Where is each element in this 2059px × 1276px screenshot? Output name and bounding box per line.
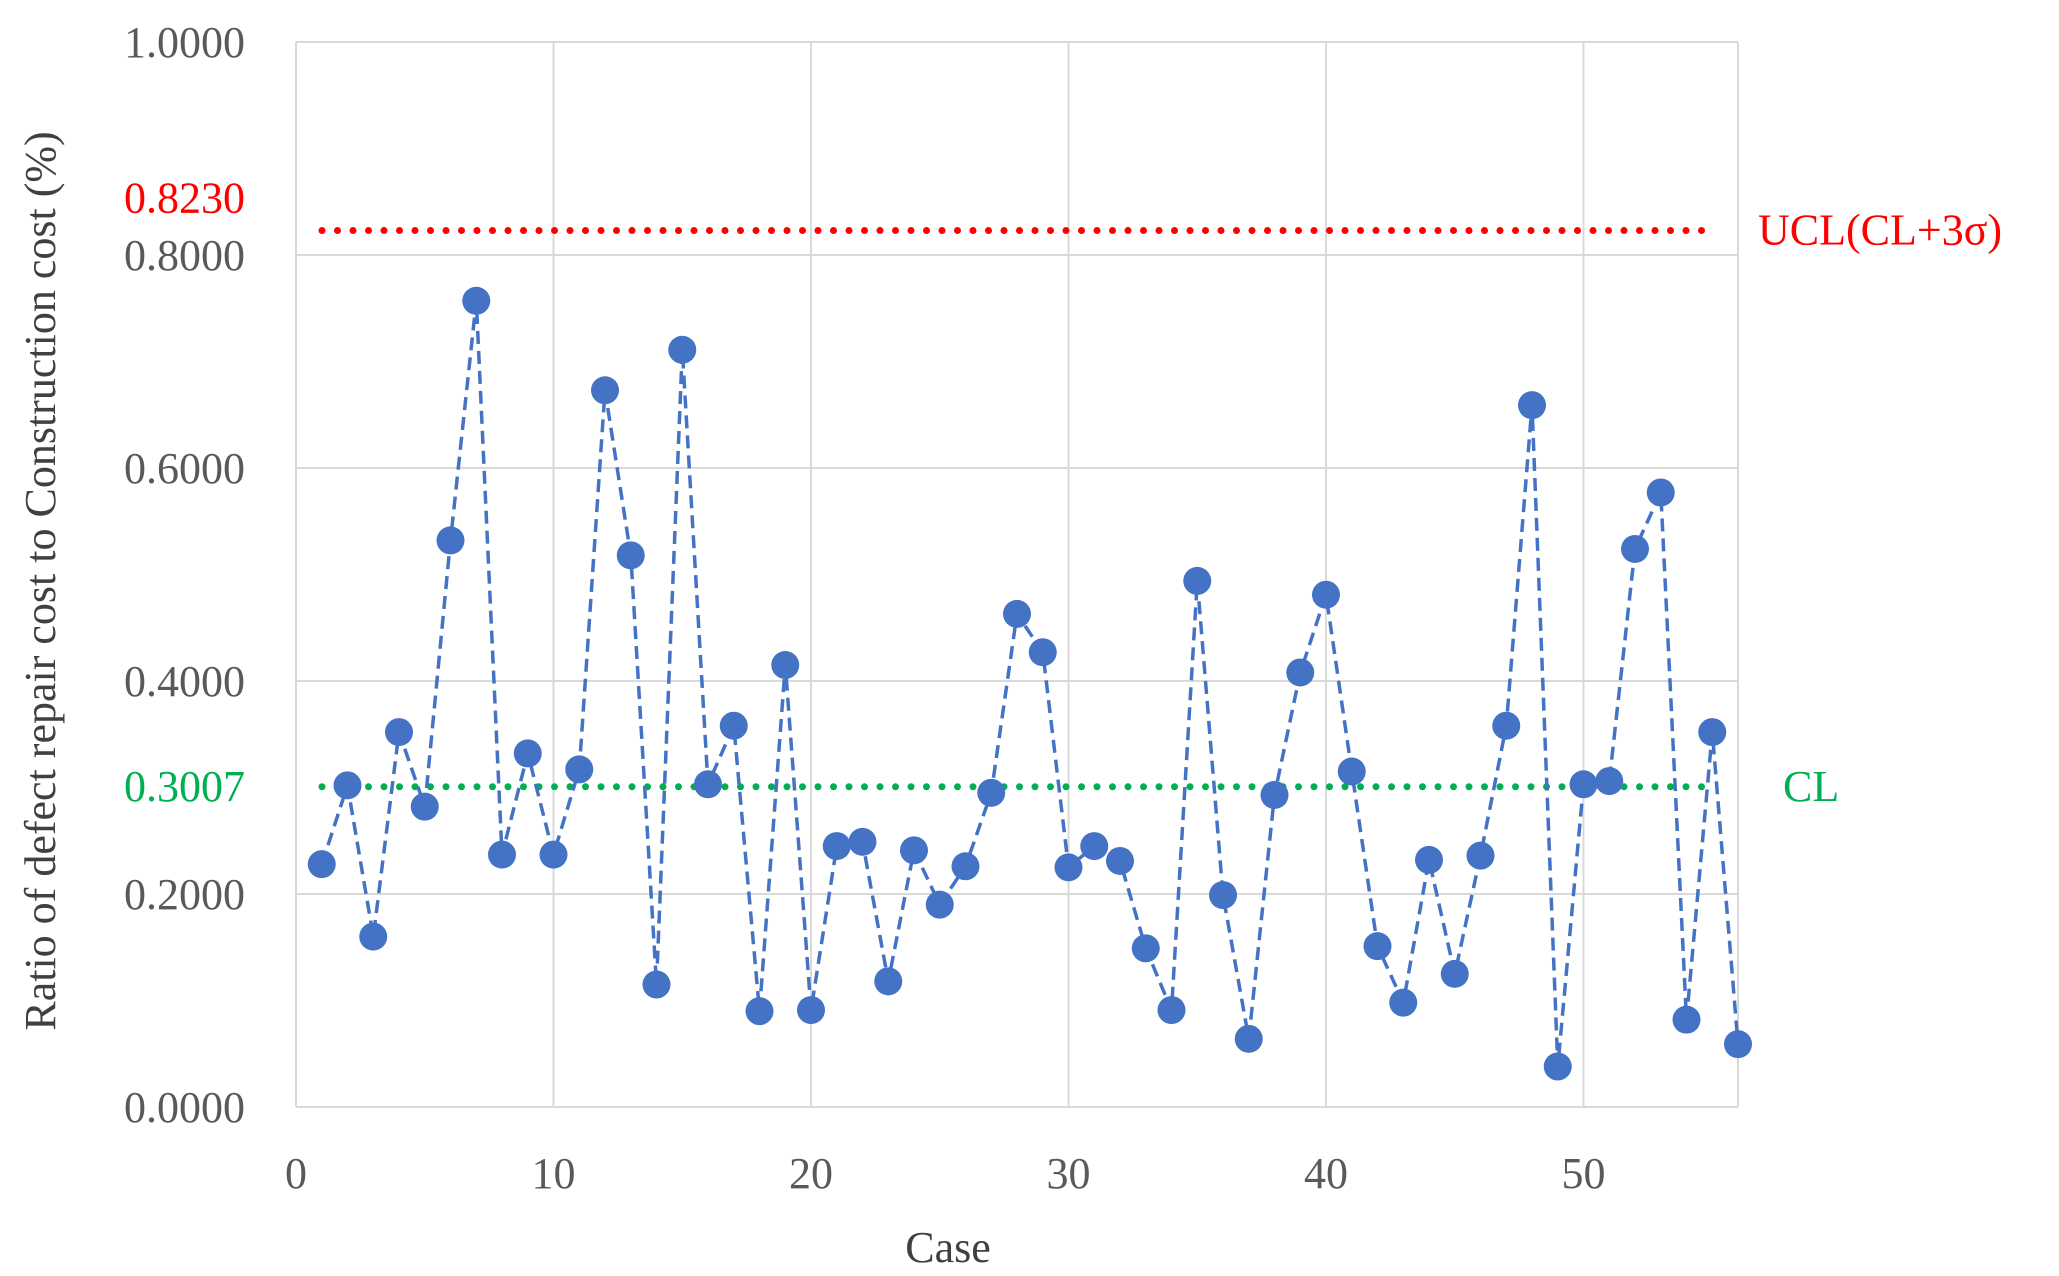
data-point: [1466, 841, 1495, 870]
data-point: [1337, 757, 1366, 786]
data-point: [951, 852, 980, 881]
data-point: [1389, 988, 1418, 1017]
data-point: [385, 718, 413, 747]
data-point: [900, 836, 928, 865]
data-point: [925, 890, 954, 919]
data-point: [1234, 1024, 1263, 1053]
data-point: [1363, 932, 1392, 961]
y-tick-label: 0.6000: [124, 444, 245, 493]
data-point: [1621, 534, 1649, 563]
data-point: [1157, 996, 1186, 1025]
data-point: [1543, 1052, 1572, 1081]
data-point: [333, 771, 362, 800]
data-point: [462, 286, 491, 315]
data-point: [307, 850, 336, 879]
data-point: [488, 840, 516, 869]
tick-labels-layer: 0.0000 0.2000 0.4000 0.6000 0.8000 1.0000 0 10 2…: [124, 18, 1606, 1198]
data-point: [1003, 599, 1031, 628]
data-point: [694, 770, 722, 799]
data-point: [771, 651, 800, 680]
cl-value-label: 0.3007: [124, 762, 245, 811]
data-point: [436, 526, 465, 555]
data-point: [1569, 770, 1598, 799]
grid-layer: [295, 41, 1739, 1108]
data-point: [1672, 1005, 1701, 1034]
y-tick-label: 0.2000: [124, 870, 245, 919]
data-point: [1028, 638, 1057, 667]
data-point: [591, 376, 619, 405]
data-point: [616, 541, 645, 570]
x-axis-title: Case: [905, 1223, 991, 1272]
data-point: [1492, 711, 1521, 740]
data-point: [1518, 391, 1546, 420]
ucl-value-label: 0.8230: [124, 174, 245, 223]
reference-lines-layer: 0.8230 UCL(CL+3σ) 0.3007 CL: [124, 174, 2002, 811]
x-tick-label: 40: [1304, 1149, 1348, 1198]
data-point: [565, 755, 594, 784]
data-point: [874, 967, 903, 996]
data-point: [822, 832, 851, 861]
data-point: [1054, 853, 1083, 882]
y-tick-label: 0.8000: [124, 231, 245, 280]
x-tick-label: 30: [1047, 1149, 1091, 1198]
y-tick-label: 1.0000: [124, 18, 245, 67]
data-point: [539, 840, 568, 869]
y-tick-label: 0.0000: [124, 1083, 245, 1132]
data-point: [1080, 832, 1109, 861]
data-point: [745, 997, 774, 1026]
data-point: [1286, 658, 1315, 687]
series-line: [320, 300, 1740, 1067]
data-point: [642, 970, 671, 999]
data-point: [1183, 566, 1212, 595]
data-point: [1209, 881, 1237, 910]
data-point: [1415, 845, 1443, 874]
x-tick-label: 10: [532, 1149, 576, 1198]
data-point: [359, 922, 388, 951]
y-axis-title: Ratio of defect repair cost to Construct…: [16, 131, 65, 1030]
data-point: [1646, 478, 1675, 507]
data-point: [797, 996, 825, 1025]
ucl-label: UCL(CL+3σ): [1758, 206, 2002, 255]
data-point: [513, 739, 542, 768]
data-point: [848, 827, 877, 856]
x-tick-label: 0: [285, 1149, 307, 1198]
data-point: [1260, 780, 1289, 809]
data-point: [1106, 846, 1134, 875]
data-point: [1440, 959, 1469, 988]
x-tick-label: 50: [1562, 1149, 1606, 1198]
data-point: [977, 778, 1006, 807]
data-point: [1595, 767, 1624, 796]
series-layer: [307, 286, 1752, 1081]
data-point: [410, 792, 439, 821]
data-point: [1724, 1030, 1752, 1059]
x-tick-label: 20: [789, 1149, 833, 1198]
cl-label: CL: [1783, 762, 1839, 811]
data-point: [668, 335, 697, 364]
data-point: [719, 711, 748, 740]
y-tick-label: 0.4000: [124, 657, 245, 706]
data-point: [1131, 934, 1160, 963]
data-point: [1698, 718, 1727, 747]
data-point: [1312, 580, 1340, 609]
